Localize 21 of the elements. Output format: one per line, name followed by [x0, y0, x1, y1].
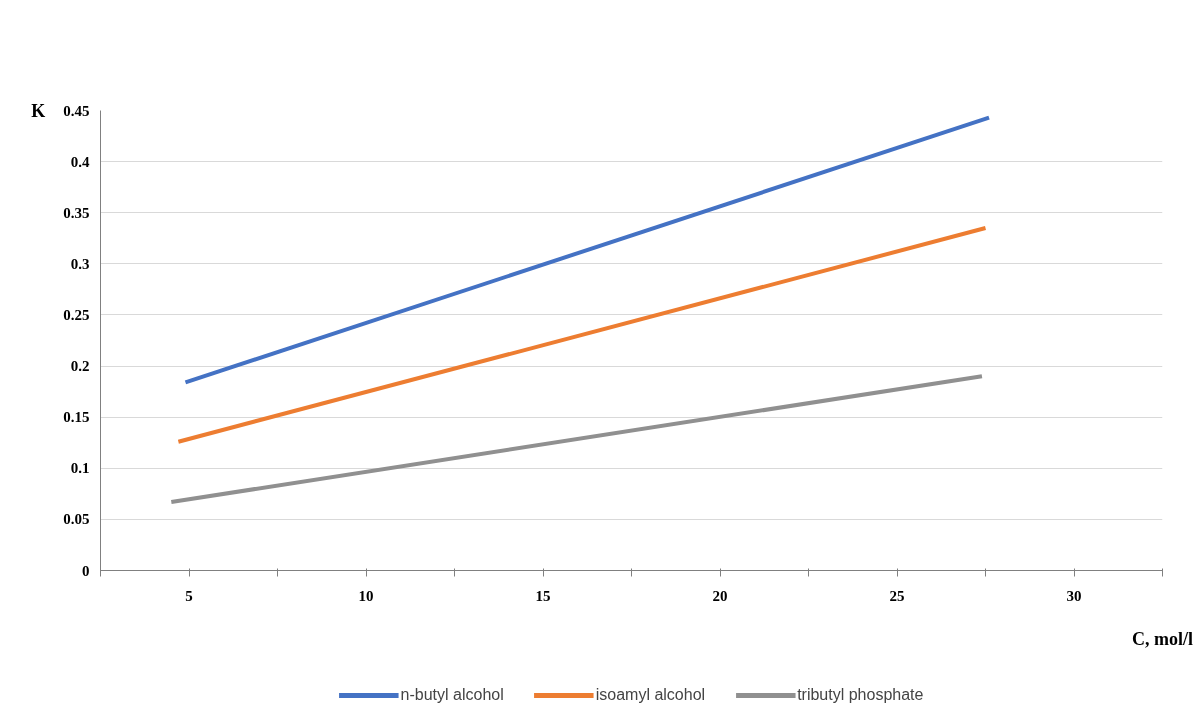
y-tick-label: 0.2: [70, 358, 90, 375]
y-tick-label: 0: [82, 562, 90, 579]
legend-label: tributyl phosphate: [797, 686, 924, 704]
x-tick-label: 5: [185, 587, 193, 604]
x-axis-title: C, mol/l: [1132, 628, 1193, 649]
y-tick-label: 0.15: [63, 409, 90, 426]
y-tick-label: 0.05: [63, 511, 90, 528]
legend-label: n-butyl alcohol: [400, 686, 504, 704]
x-tick-label: 10: [358, 587, 374, 604]
x-tick-label: 15: [535, 587, 551, 604]
y-tick-label: 0.1: [70, 460, 90, 477]
legend-label: isoamyl alcohol: [595, 686, 706, 704]
y-tick-label: 0.4: [70, 153, 90, 170]
y-tick-label: 0.45: [63, 102, 90, 119]
y-tick-label: 0.25: [63, 306, 90, 323]
y-axis-title: K: [31, 100, 46, 121]
x-tick-label: 25: [889, 587, 905, 604]
y-tick-label: 0.35: [63, 204, 90, 221]
x-tick-label: 20: [712, 587, 728, 604]
x-tick-label: 30: [1066, 587, 1082, 604]
y-tick-label: 0.3: [70, 255, 90, 272]
